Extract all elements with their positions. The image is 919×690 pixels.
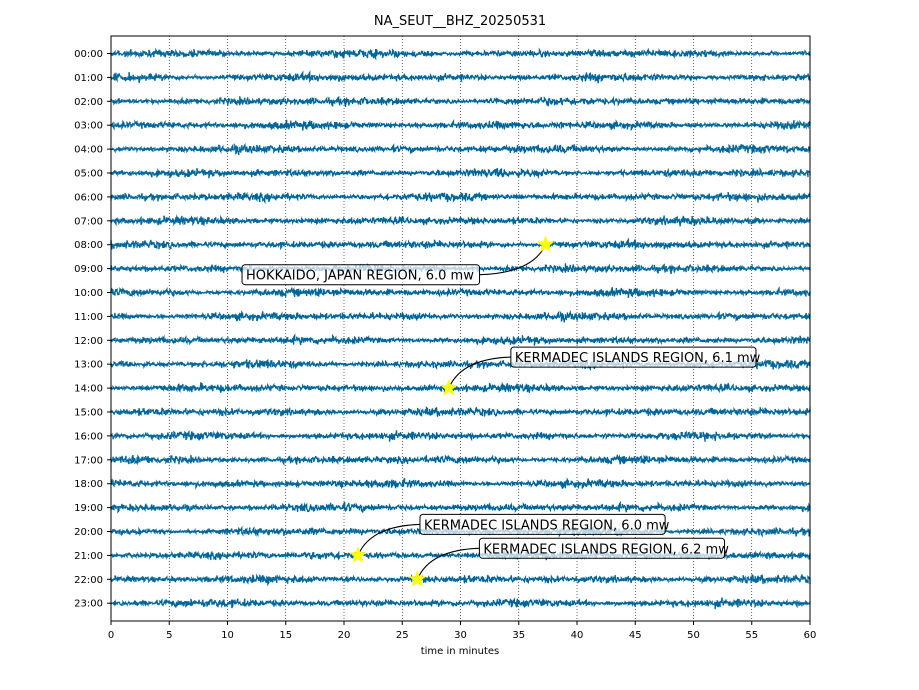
seismic-trace: [110, 381, 811, 394]
y-tick-label: 01:00: [74, 73, 103, 84]
seismic-trace: [110, 477, 811, 490]
event-star-marker: [440, 378, 458, 396]
x-tick-label: 50: [687, 630, 700, 641]
y-tick-label: 00:00: [74, 49, 103, 60]
seismic-trace: [110, 69, 811, 84]
x-tick-label: 20: [338, 630, 351, 641]
event-label: HOKKAIDO, JAPAN REGION, 6.0 mw: [246, 269, 474, 284]
event-star-marker: [536, 235, 555, 253]
seismic-trace: [110, 429, 811, 442]
y-axis: 00:00 01:00 02:00 03:00 04:00 05:00 06:00 07:00…: [74, 49, 111, 610]
y-tick-label: 20:00: [74, 527, 103, 538]
seismic-trace: [110, 309, 811, 323]
y-tick-label: 15:00: [74, 408, 103, 419]
x-tick-label: 55: [745, 630, 758, 641]
x-tick-label: 60: [804, 630, 817, 641]
x-tick-label: 0: [108, 630, 114, 641]
y-tick-label: 14:00: [74, 384, 103, 395]
event-label: KERMADEC ISLANDS REGION, 6.1 mw: [515, 351, 761, 366]
y-tick-label: 11:00: [74, 312, 103, 323]
seismic-trace: [110, 95, 811, 107]
x-tick-label: 15: [279, 630, 292, 641]
y-tick-label: 09:00: [74, 264, 103, 275]
x-tick-label: 35: [512, 630, 525, 641]
y-tick-label: 19:00: [74, 503, 103, 514]
seismic-trace: [110, 118, 811, 132]
y-tick-label: 17:00: [74, 455, 103, 466]
event-star-marker: [349, 546, 367, 563]
y-tick-label: 18:00: [74, 479, 103, 490]
seismic-trace: [110, 333, 811, 346]
seismic-trace: [110, 597, 811, 610]
seismic-trace: [110, 237, 811, 251]
y-tick-label: 10:00: [74, 288, 103, 299]
annotation-layer: HOKKAIDO, JAPAN REGION, 6.0 mw KERMADEC I…: [241, 235, 761, 587]
seismic-trace: [110, 142, 811, 156]
x-tick-label: 30: [454, 630, 467, 641]
y-tick-label: 07:00: [74, 216, 103, 227]
y-tick-label: 23:00: [74, 599, 103, 610]
seismic-trace: [110, 191, 811, 205]
y-tick-label: 22:00: [74, 575, 103, 586]
seismic-trace: [110, 454, 811, 467]
event-label: KERMADEC ISLANDS REGION, 6.2 mw: [483, 542, 729, 557]
x-axis: 0 5 10 15 20 25 30 35 40 45 50 55 60: [108, 621, 817, 641]
x-axis-label: time in minutes: [421, 646, 500, 657]
chart-title: NA_SEUT__BHZ_20250531: [374, 14, 546, 29]
seismic-trace: [110, 167, 811, 180]
seismic-trace: [110, 214, 811, 227]
x-tick-label: 10: [221, 630, 234, 641]
event-label-box: [241, 264, 481, 286]
seismic-trace: [110, 500, 811, 514]
y-tick-label: 04:00: [74, 145, 103, 156]
y-tick-label: 13:00: [74, 360, 103, 371]
event-label: KERMADEC ISLANDS REGION, 6.0 mw: [424, 518, 670, 533]
y-tick-label: 05:00: [74, 169, 103, 180]
y-tick-label: 08:00: [74, 240, 103, 251]
x-tick-label: 45: [629, 630, 642, 641]
y-tick-label: 02:00: [74, 97, 103, 108]
x-tick-label: 40: [571, 630, 584, 641]
event-star-marker: [408, 570, 427, 587]
y-tick-label: 06:00: [74, 192, 103, 203]
seismic-trace: [110, 406, 811, 418]
seismic-trace: [110, 285, 811, 299]
event-connector: [357, 523, 420, 556]
seismic-trace: [110, 47, 811, 61]
event-connector: [416, 547, 480, 580]
x-tick-label: 5: [166, 630, 172, 641]
event-connector: [448, 356, 511, 389]
y-tick-label: 21:00: [74, 551, 103, 562]
y-tick-label: 12:00: [74, 336, 103, 347]
y-tick-label: 03:00: [74, 121, 103, 132]
x-tick-label: 25: [396, 630, 409, 641]
seismic-trace: [110, 573, 811, 587]
y-tick-label: 16:00: [74, 431, 103, 442]
